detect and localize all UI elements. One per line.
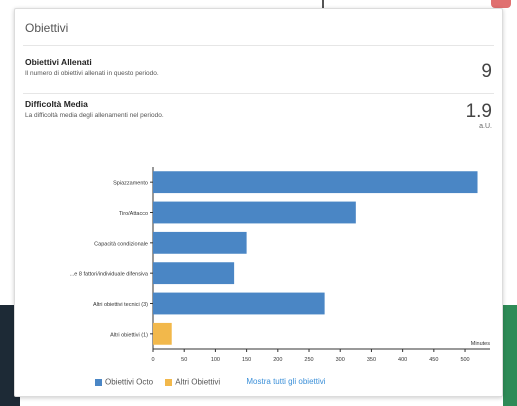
x-tick-label: 300 [336, 357, 345, 363]
objectives-bar-chart: Spiazzamento Tiro/Attacco Capacità condizi… [70, 167, 491, 363]
legend-item-other[interactable]: Altri Obiettivi [165, 377, 222, 387]
x-tick-label: 350 [367, 357, 376, 363]
x-tick-label: 50 [181, 357, 187, 363]
bar [153, 201, 356, 224]
card-title: Obiettivi [25, 21, 69, 35]
legend-item-octo[interactable]: Obiettivi Octo [95, 377, 155, 387]
stat-average-difficulty: Difficoltà Media La difficoltà media deg… [25, 99, 492, 130]
x-tick-label: 0 [151, 357, 154, 363]
background-line [322, 0, 324, 12]
x-tick-label: 150 [242, 357, 251, 363]
chart-legend: Obiettivi Octo Altri Obiettivi Mostra tu… [95, 377, 326, 387]
background-badge [491, 0, 511, 8]
title-divider [23, 45, 494, 46]
category-label: Altri obiettivi (1) [110, 332, 148, 338]
bar [153, 171, 478, 194]
bar [153, 322, 172, 345]
background-panel-right [503, 305, 517, 406]
stat-value: 9 [481, 61, 492, 82]
stat-label: Difficoltà Media [25, 99, 88, 109]
legend-label: Obiettivi Octo [105, 377, 154, 387]
bar [153, 231, 247, 254]
x-tick-label: 500 [460, 357, 469, 363]
category-label: Tiro/Attacco [119, 211, 148, 217]
objectives-card: Obiettivi Obiettivi Allenati Il numero d… [14, 8, 503, 397]
bar [153, 262, 235, 285]
legend-swatch-octo [95, 378, 102, 386]
x-tick-label: 100 [211, 357, 220, 363]
category-label: Capacità condizionale [94, 241, 148, 247]
x-tick-label: 400 [398, 357, 407, 363]
category-label: Altri obiettivi tecnici (3) [93, 302, 148, 308]
stat-divider [23, 93, 494, 94]
x-axis-label: Minutes [471, 341, 491, 347]
x-tick-label: 200 [273, 357, 282, 363]
bar [153, 292, 325, 315]
category-label: Spiazzamento [113, 181, 148, 187]
stat-description: La difficoltà media degli allenamenti ne… [25, 112, 164, 119]
legend-label: Altri Obiettivi [175, 377, 221, 387]
x-tick-label: 250 [304, 357, 313, 363]
legend-swatch-other [165, 378, 173, 386]
x-tick-label: 450 [429, 357, 438, 363]
stat-label: Obiettivi Allenati [25, 57, 92, 67]
stat-trained-objectives: Obiettivi Allenati Il numero di obiettiv… [25, 57, 492, 82]
stat-value: 1.9 [465, 101, 492, 122]
stat-unit: a.U. [479, 123, 492, 130]
show-all-objectives-link[interactable]: Mostra tutti gli obiettivi [246, 377, 326, 387]
stat-description: Il numero di obiettivi allenati in quest… [25, 70, 159, 77]
category-label: ...e 8 fattori/individuale difensiva [70, 272, 149, 278]
